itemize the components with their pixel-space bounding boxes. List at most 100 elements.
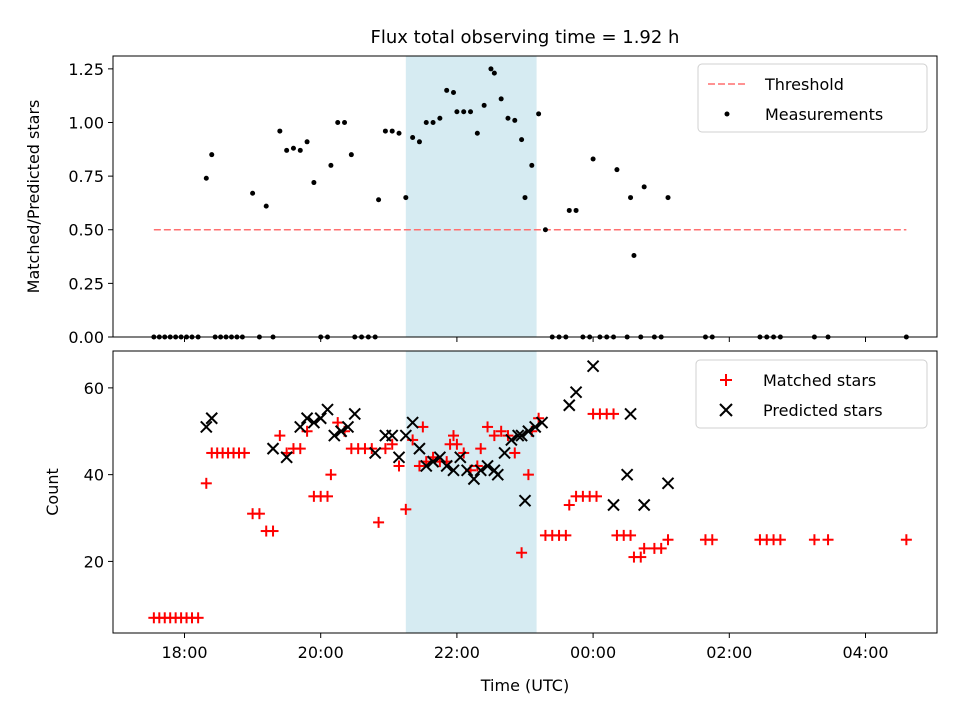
measurement-point bbox=[522, 195, 528, 201]
x-tick-label: 18:00 bbox=[161, 643, 207, 662]
matched-point bbox=[475, 443, 487, 455]
matched-point bbox=[774, 534, 786, 546]
bottom-y-ticks: 20 40 60 bbox=[84, 379, 113, 571]
top-y-tick-label: 1.25 bbox=[68, 60, 104, 79]
predicted-point bbox=[420, 459, 433, 473]
matched-point bbox=[560, 529, 572, 541]
top-x-ticks bbox=[184, 337, 866, 342]
predicted-point bbox=[399, 429, 413, 442]
legend-threshold-label: Threshold bbox=[764, 75, 844, 94]
top-y-tick-label: 0.50 bbox=[68, 221, 104, 240]
top-y-tick-label: 0.00 bbox=[68, 328, 104, 347]
predicted-point bbox=[440, 459, 453, 473]
measurement-point bbox=[423, 119, 429, 125]
measurement-point bbox=[641, 184, 647, 190]
matched-point bbox=[413, 460, 425, 472]
predicted-point bbox=[413, 442, 426, 455]
matched-point bbox=[379, 443, 391, 455]
bottom-axes-frame bbox=[112, 350, 938, 634]
top-highlight-span bbox=[405, 56, 537, 337]
bottom-legend-box bbox=[695, 359, 928, 429]
measurement-point bbox=[389, 128, 395, 134]
top-y-label: Matched/Predicted stars bbox=[24, 100, 43, 294]
measurement-point bbox=[529, 162, 535, 168]
matched-point bbox=[706, 534, 718, 546]
measurement-point bbox=[311, 180, 317, 186]
predicted-point bbox=[205, 412, 218, 425]
measurement-point bbox=[410, 135, 416, 141]
top-legend-box bbox=[697, 63, 928, 133]
measurement-point bbox=[631, 252, 637, 258]
matched-point bbox=[417, 421, 429, 433]
predicted-point bbox=[328, 429, 341, 442]
predicted-point bbox=[661, 477, 675, 490]
bottom-panel: 20 40 60 18:00 20:00 22:00 00:00 02:00 04:00 Co… bbox=[43, 350, 938, 695]
predicted-point bbox=[511, 429, 525, 442]
measurement-point bbox=[461, 109, 467, 115]
measurement-point bbox=[348, 152, 354, 158]
bottom-y-tick-label: 40 bbox=[84, 466, 104, 485]
predicted-point bbox=[529, 420, 542, 434]
measurement-point bbox=[444, 87, 450, 93]
measurement-point bbox=[488, 66, 494, 72]
matched-point bbox=[200, 477, 212, 489]
measurement-point bbox=[450, 89, 456, 95]
measurement-point bbox=[491, 70, 497, 76]
top-y-tick-label: 0.75 bbox=[68, 167, 104, 186]
matched-point bbox=[332, 417, 344, 429]
matched-point bbox=[638, 542, 650, 554]
matched-point bbox=[822, 534, 834, 546]
matched-point bbox=[625, 529, 637, 541]
matched-point bbox=[325, 469, 337, 481]
legend-matched-swatch bbox=[720, 374, 732, 386]
predicted-point bbox=[454, 451, 467, 464]
matched-point bbox=[482, 421, 494, 433]
predicted-point bbox=[569, 386, 583, 399]
x-tick-label: 00:00 bbox=[570, 643, 616, 662]
measurement-point bbox=[382, 128, 388, 134]
matched-point bbox=[192, 612, 204, 624]
matched-point bbox=[294, 443, 306, 455]
predicted-point bbox=[467, 472, 481, 486]
measurement-point bbox=[263, 203, 269, 209]
x-tick-label: 02:00 bbox=[706, 643, 752, 662]
predicted-point bbox=[348, 407, 361, 421]
measurement-point bbox=[468, 109, 474, 115]
predicted-point bbox=[426, 455, 440, 468]
matched-point bbox=[451, 438, 463, 450]
matched-point bbox=[635, 551, 647, 563]
predicted-point bbox=[460, 464, 474, 477]
predicted-point bbox=[498, 446, 511, 460]
measurement-point bbox=[277, 128, 283, 134]
legend-predicted-swatch bbox=[719, 403, 733, 417]
measurement-point bbox=[284, 147, 290, 153]
measurement-point bbox=[474, 130, 480, 136]
measurement-point bbox=[628, 195, 634, 201]
top-axes-frame bbox=[112, 55, 938, 338]
measurement-point bbox=[328, 162, 334, 168]
predicted-point bbox=[300, 412, 314, 425]
predicted-point bbox=[637, 498, 651, 512]
x-tick-label: 22:00 bbox=[434, 643, 480, 662]
top-y-ticks: 0.00 0.25 0.50 0.75 1.00 1.25 bbox=[68, 60, 113, 347]
measurement-point bbox=[614, 167, 620, 173]
legend-predicted-label: Predicted stars bbox=[763, 401, 883, 420]
x-tick-label: 20:00 bbox=[298, 643, 344, 662]
matched-point bbox=[274, 430, 286, 442]
matched-point bbox=[662, 534, 674, 546]
measurement-point bbox=[403, 195, 409, 201]
measurement-point bbox=[512, 117, 518, 123]
predicted-point bbox=[586, 359, 600, 373]
measurement-point bbox=[437, 115, 443, 121]
matched-point bbox=[522, 469, 534, 481]
matched-point bbox=[322, 490, 334, 502]
matched-point bbox=[563, 499, 575, 511]
measurement-point bbox=[566, 207, 572, 213]
predicted-point bbox=[515, 429, 528, 442]
matched-point bbox=[386, 438, 398, 450]
predicted-point bbox=[385, 429, 399, 442]
chart-title: Flux total observing time = 1.92 h bbox=[371, 27, 680, 48]
predicted-point bbox=[406, 416, 419, 429]
bottom-y-tick-label: 60 bbox=[84, 379, 104, 398]
predicted-point bbox=[535, 416, 549, 429]
